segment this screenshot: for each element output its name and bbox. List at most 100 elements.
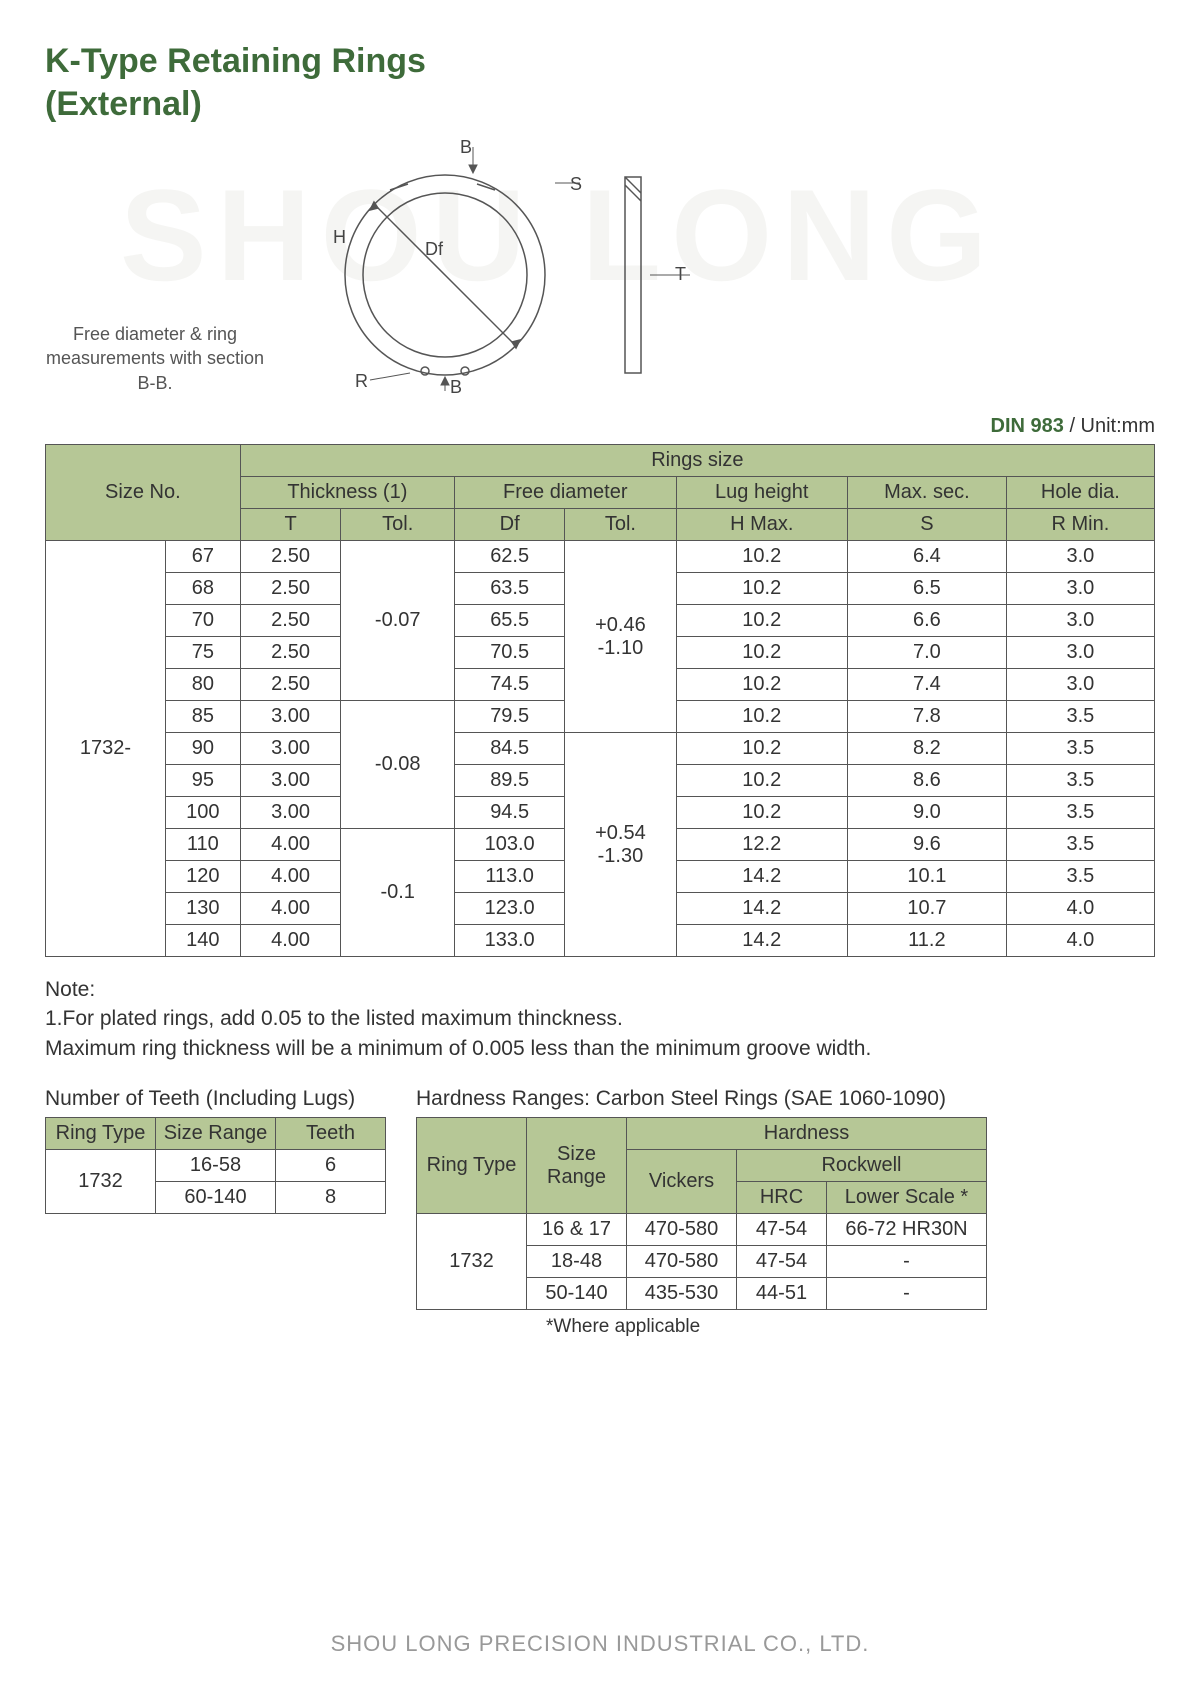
cell: 3.5: [1006, 733, 1154, 765]
cell: 3.0: [1006, 637, 1154, 669]
hdr-lug: Lug height: [676, 477, 847, 509]
cell: 103.0: [455, 829, 565, 861]
hardness-table: Ring Type Size Range Hardness Vickers Ro…: [416, 1117, 987, 1310]
hdr-Hmax: H Max.: [676, 509, 847, 541]
hdr-rockwell: Rockwell: [737, 1150, 987, 1182]
hdr-T: T: [240, 509, 341, 541]
cell: 10.2: [676, 765, 847, 797]
cell: 7.4: [847, 669, 1006, 701]
cell: -1.10: [598, 637, 644, 659]
hdr-vickers: Vickers: [627, 1150, 737, 1214]
hdr-thickness: Thickness (1): [240, 477, 454, 509]
cell: 4.00: [240, 861, 341, 893]
table-row: 1732 16-58 6: [46, 1150, 386, 1182]
t-tol-c: -0.1: [341, 829, 455, 957]
hdr-Tol1: Tol.: [341, 509, 455, 541]
cell: 14.2: [676, 893, 847, 925]
cell: 3.5: [1006, 701, 1154, 733]
hardness-footnote: *Where applicable: [546, 1316, 987, 1338]
cell: 10.1: [847, 861, 1006, 893]
din-line: DIN 983 / Unit:mm: [45, 415, 1155, 438]
hdr-hard-range: Size Range: [527, 1118, 627, 1214]
cell: 7.0: [847, 637, 1006, 669]
hdr-teeth-teeth: Teeth: [276, 1118, 386, 1150]
label-B-top: B: [460, 137, 472, 157]
cell: 6.4: [847, 541, 1006, 573]
cell: 18-48: [527, 1246, 627, 1278]
title-line1: K-Type Retaining Rings: [45, 42, 426, 80]
hdr-teeth-type: Ring Type: [46, 1118, 156, 1150]
hdr-hard-type: Ring Type: [417, 1118, 527, 1214]
din-unit: / Unit:mm: [1069, 415, 1155, 437]
cell: 67: [166, 541, 241, 573]
page-title: K-Type Retaining Rings (External): [45, 40, 1155, 125]
teeth-series: 1732: [46, 1150, 156, 1214]
cell: 2.50: [240, 637, 341, 669]
label-T: T: [675, 264, 686, 284]
main-spec-table: Size No. Rings size Thickness (1) Free d…: [45, 444, 1155, 957]
cell: 7.8: [847, 701, 1006, 733]
hdr-lower: Lower Scale *: [827, 1182, 987, 1214]
cell: 85: [166, 701, 241, 733]
cell: 6.6: [847, 605, 1006, 637]
hdr-hrc: HRC: [737, 1182, 827, 1214]
hdr-Df: Df: [455, 509, 565, 541]
hdr-maxsec: Max. sec.: [847, 477, 1006, 509]
df-tol-a: +0.46 -1.10: [565, 541, 676, 733]
label-Df: Df: [425, 239, 444, 259]
cell: 84.5: [455, 733, 565, 765]
cell: 14.2: [676, 861, 847, 893]
table-row: 1732- 67 2.50 -0.07 62.5 +0.46 -1.10 10.…: [46, 541, 1155, 573]
cell: 89.5: [455, 765, 565, 797]
note-line1: 1.For plated rings, add 0.05 to the list…: [45, 1004, 1155, 1033]
cell: 4.00: [240, 829, 341, 861]
cell: 94.5: [455, 797, 565, 829]
cell: 10.7: [847, 893, 1006, 925]
cell: 60-140: [156, 1182, 276, 1214]
cell: 70: [166, 605, 241, 637]
cell: 3.00: [240, 797, 341, 829]
cell: 10.2: [676, 605, 847, 637]
cell: 3.0: [1006, 573, 1154, 605]
diagram-row: Free diameter & ring measurements with s…: [45, 135, 1155, 395]
cell: 100: [166, 797, 241, 829]
cell: 90: [166, 733, 241, 765]
hdr-hardness: Hardness: [627, 1118, 987, 1150]
teeth-table-wrap: Number of Teeth (Including Lugs) Ring Ty…: [45, 1087, 386, 1214]
cell: 10.2: [676, 573, 847, 605]
cell: 8.2: [847, 733, 1006, 765]
cell: 8.6: [847, 765, 1006, 797]
cell: 133.0: [455, 925, 565, 957]
cell: 95: [166, 765, 241, 797]
cell: 4.0: [1006, 893, 1154, 925]
hdr-size-no: Size No.: [46, 445, 241, 541]
cell: 63.5: [455, 573, 565, 605]
page-footer: SHOU LONG PRECISION INDUSTRIAL CO., LTD.: [0, 1631, 1200, 1657]
cell: 74.5: [455, 669, 565, 701]
cell: 130: [166, 893, 241, 925]
cell: 3.0: [1006, 541, 1154, 573]
cell: 3.5: [1006, 797, 1154, 829]
cell: 11.2: [847, 925, 1006, 957]
cell: 113.0: [455, 861, 565, 893]
cell: 68: [166, 573, 241, 605]
hdr-Tol2: Tol.: [565, 509, 676, 541]
teeth-caption: Number of Teeth (Including Lugs): [45, 1087, 386, 1111]
cell: 10.2: [676, 669, 847, 701]
cell: 65.5: [455, 605, 565, 637]
cell: 4.0: [1006, 925, 1154, 957]
title-line2: (External): [45, 85, 202, 123]
cell: 9.0: [847, 797, 1006, 829]
cell: 44-51: [737, 1278, 827, 1310]
hdr-rings-size: Rings size: [240, 445, 1154, 477]
ring-diagram: B S H Df T R B: [295, 135, 755, 395]
cell: 47-54: [737, 1214, 827, 1246]
cell: 10.2: [676, 701, 847, 733]
cell: 4.00: [240, 893, 341, 925]
hdr-S: S: [847, 509, 1006, 541]
df-tol-b: +0.54 -1.30: [565, 733, 676, 957]
cell: 12.2: [676, 829, 847, 861]
hdr-teeth-range: Size Range: [156, 1118, 276, 1150]
cell: 47-54: [737, 1246, 827, 1278]
note-line2: Maximum ring thickness will be a minimum…: [45, 1034, 1155, 1063]
